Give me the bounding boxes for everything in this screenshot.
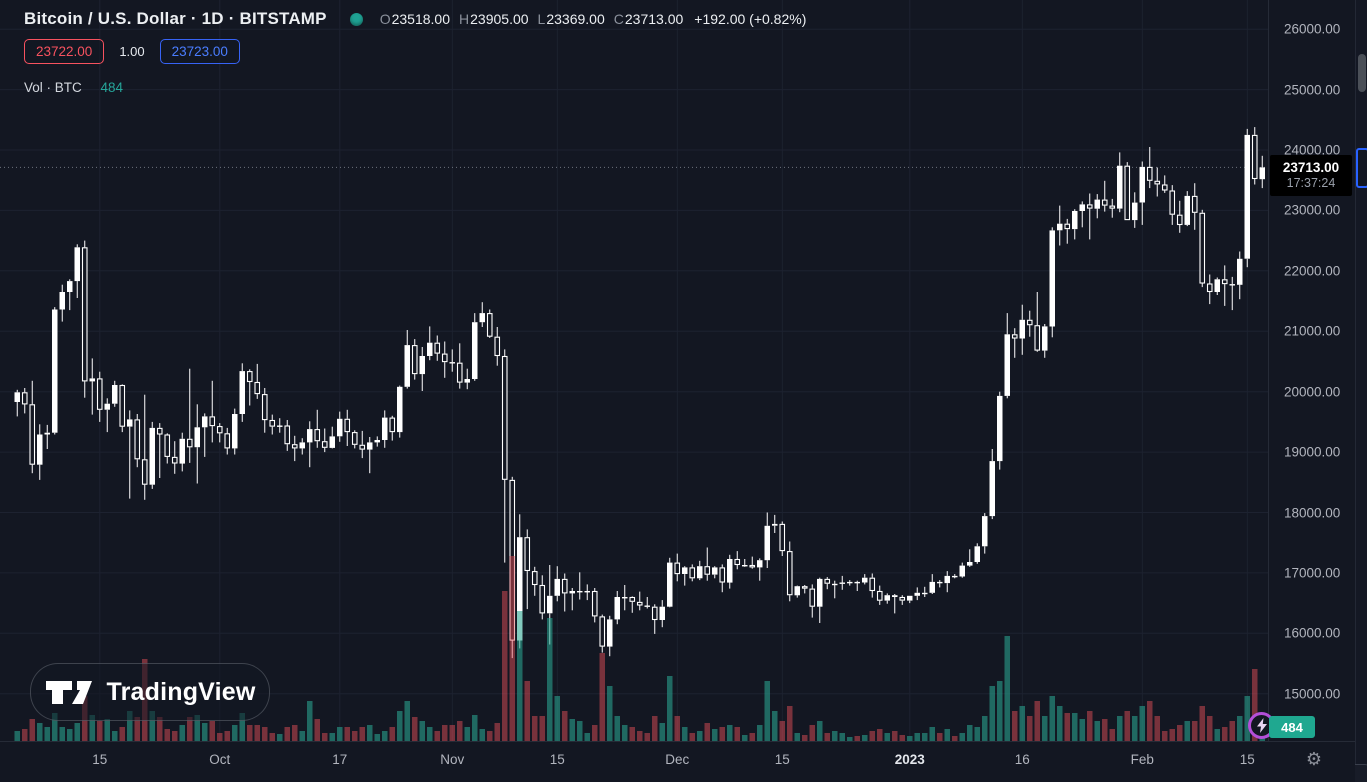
bar-countdown: 17:37:24 bbox=[1286, 176, 1336, 190]
time-tick-label: 15 bbox=[1239, 752, 1255, 767]
time-tick-label: Nov bbox=[440, 752, 465, 767]
lightning-icon bbox=[1256, 718, 1267, 733]
time-tick-label: Oct bbox=[209, 752, 231, 767]
ohlc-close: C23713.00 bbox=[613, 11, 684, 27]
price-tick-label: 17000.00 bbox=[1284, 565, 1341, 581]
volume-indicator-value: 484 bbox=[100, 80, 124, 95]
price-tick-label: 15000.00 bbox=[1284, 686, 1341, 702]
price-tick-label: 24000.00 bbox=[1284, 142, 1341, 158]
time-tick-label: Dec bbox=[665, 752, 690, 767]
volume-indicator-label[interactable]: Vol · BTC bbox=[24, 80, 82, 95]
ohlc-high: H23905.00 bbox=[459, 11, 529, 27]
price-tick-label: 25000.00 bbox=[1284, 82, 1341, 98]
time-tick-label: 15 bbox=[92, 752, 108, 767]
time-tick-label: 15 bbox=[774, 752, 790, 767]
ohlc-readout: O23518.00 H23905.00 L23369.00 C23713.00 … bbox=[380, 11, 807, 27]
spread-value: 1.00 bbox=[119, 44, 145, 59]
candlestick-chart[interactable] bbox=[0, 0, 1268, 741]
price-tick-label: 23000.00 bbox=[1284, 202, 1341, 218]
time-tick-label: Feb bbox=[1130, 752, 1154, 767]
buy-ask-button[interactable]: 23723.00 bbox=[159, 39, 240, 64]
volume-axis-badge: 484 bbox=[1269, 716, 1315, 738]
scrollbar-thumb[interactable] bbox=[1358, 54, 1366, 92]
last-price-label: 23713.00 17:37:24 bbox=[1270, 155, 1352, 196]
ohlc-open: O23518.00 bbox=[379, 11, 451, 27]
price-tick-label: 20000.00 bbox=[1284, 384, 1341, 400]
time-tick-label: 16 bbox=[1014, 752, 1030, 767]
price-tick-label: 21000.00 bbox=[1284, 323, 1341, 339]
price-tick-label: 18000.00 bbox=[1284, 505, 1341, 520]
price-tick-label: 22000.00 bbox=[1284, 263, 1341, 279]
time-axis[interactable]: ⚙ 15 Oct 17 Nov 15 Dec 15 2023 16 Feb 15 bbox=[0, 741, 1355, 782]
volume-indicator-row: Vol · BTC 484 bbox=[24, 80, 123, 95]
tradingview-logo[interactable]: TradingView bbox=[30, 663, 270, 721]
right-edge-strip bbox=[1350, 0, 1367, 782]
price-tick-label: 26000.00 bbox=[1284, 21, 1341, 37]
price-tick-label: 16000.00 bbox=[1284, 625, 1341, 641]
symbol-legend: Bitcoin / U.S. Dollar · 1D · BITSTAMP O2… bbox=[24, 9, 806, 29]
ohlc-low: L23369.00 bbox=[537, 11, 605, 27]
ask-price-edge-label bbox=[1356, 148, 1367, 188]
price-chart-pane[interactable] bbox=[0, 0, 1268, 741]
market-status-dot[interactable] bbox=[349, 12, 363, 26]
time-tick-label: 17 bbox=[332, 752, 348, 767]
time-tick-label: 2023 bbox=[894, 752, 925, 767]
bid-ask-row: 23722.00 1.00 23723.00 bbox=[24, 39, 240, 64]
price-scale[interactable]: 23713.00 17:37:24 484 26000.00 25000.00 24… bbox=[1268, 0, 1356, 741]
change-readout: +192.00 (+0.82%) bbox=[694, 11, 807, 27]
sell-bid-button[interactable]: 23722.00 bbox=[24, 39, 105, 64]
time-tick-label: 15 bbox=[549, 752, 565, 767]
symbol-title[interactable]: Bitcoin / U.S. Dollar · 1D · BITSTAMP bbox=[24, 9, 327, 28]
tradingview-logo-icon bbox=[46, 681, 93, 704]
last-price-value: 23713.00 bbox=[1282, 160, 1340, 175]
settings-gear-icon[interactable]: ⚙ bbox=[1305, 748, 1323, 769]
tradingview-logo-text: TradingView bbox=[106, 677, 256, 706]
price-tick-label: 19000.00 bbox=[1284, 444, 1341, 460]
